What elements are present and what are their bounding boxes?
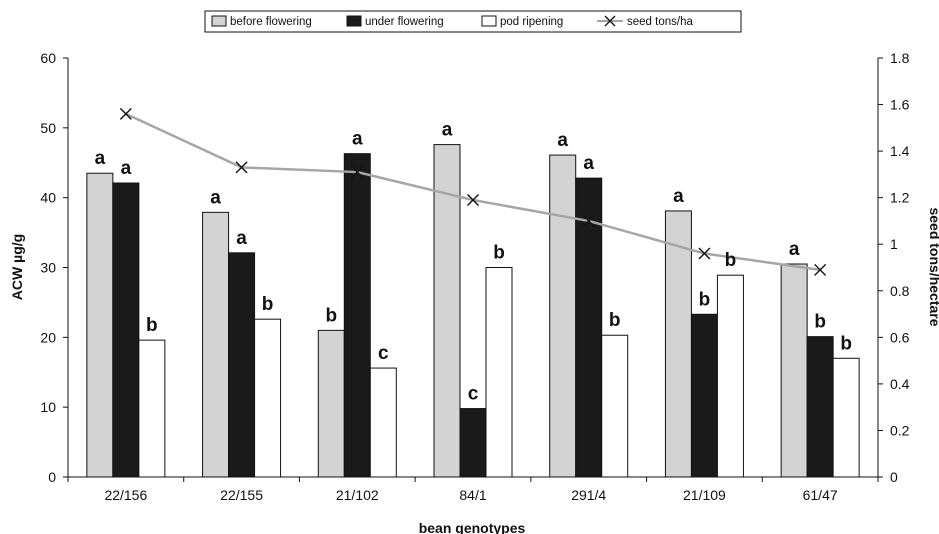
seed-marker-stroke	[119, 107, 132, 120]
y2-tick-label: 0.2	[890, 422, 910, 438]
seed-marker-stroke	[235, 161, 248, 174]
bar-under-flowering	[228, 252, 256, 478]
significance-label: b	[262, 294, 274, 315]
bar-pod-ripening	[485, 267, 513, 478]
y-tick-label: 30	[40, 260, 56, 276]
y2-tick-label: 0.4	[890, 376, 910, 392]
significance-label: a	[442, 120, 453, 141]
legend-label: pod ripening	[500, 16, 563, 28]
bar-under-flowering	[459, 408, 487, 478]
seed-line-path	[125, 112, 821, 272]
bar-pod-ripening	[832, 357, 860, 478]
y-tick-label: 10	[40, 399, 56, 415]
bar-under-flowering	[575, 177, 603, 478]
legend-swatch	[346, 15, 362, 27]
bar-pod-ripening	[601, 334, 629, 478]
significance-label: b	[725, 250, 737, 271]
seed-marker	[698, 247, 711, 260]
significance-label: b	[814, 312, 826, 333]
legend-box	[204, 10, 742, 33]
axes: 0 10 20 30 40 50 60 0 0.2 0.4 0.6 0.8 1 1.2 1.4 1.6 1.8 2…	[40, 50, 909, 503]
significance-label: a	[789, 239, 800, 260]
seed-marker	[351, 166, 364, 179]
x-axis-title: bean genotypes	[419, 520, 526, 534]
significance-label: c	[378, 343, 389, 364]
seed-marker	[582, 214, 595, 227]
bar-before-flowering	[664, 210, 692, 478]
bar-under-flowering	[806, 336, 834, 478]
significance-label: a	[95, 148, 106, 169]
significance-label: b	[609, 310, 621, 331]
seed-marker-stroke	[467, 193, 479, 206]
y2-axis-title: seed tons/hectare	[927, 207, 939, 326]
bar-before-flowering	[433, 144, 461, 478]
significance-label: b	[493, 243, 505, 264]
bars	[86, 144, 860, 478]
legend-label: seed tons/ha	[627, 16, 693, 28]
y-tick-label: 40	[40, 190, 56, 206]
y2-tick-label: 0	[890, 469, 898, 485]
seed-marker	[814, 263, 827, 276]
significance-label: a	[352, 129, 363, 150]
significance-label: a	[557, 130, 568, 151]
seed-marker-stroke	[351, 166, 364, 179]
legend-label: before flowering	[230, 16, 312, 28]
significance-label: a	[583, 153, 594, 174]
significance-label: a	[236, 228, 247, 249]
bar-before-flowering	[317, 329, 345, 478]
seed-marker-stroke	[582, 214, 595, 227]
x-tick-label: 61/47	[803, 487, 838, 503]
significance-label: b	[840, 333, 852, 354]
x-tick-label: 84/1	[459, 487, 486, 503]
legend-swatch	[211, 15, 227, 27]
bar-before-flowering	[780, 263, 808, 478]
legend-swatch	[481, 15, 497, 27]
y2-tick-label: 0.8	[890, 283, 910, 299]
bar-pod-ripening	[254, 318, 282, 478]
seed-marker	[467, 193, 479, 206]
legend-label: under flowering	[365, 16, 444, 28]
bar-under-flowering	[112, 182, 140, 478]
y2-tick-label: 1.2	[890, 190, 910, 206]
y-tick-label: 50	[40, 120, 56, 136]
seed-marker-stroke	[814, 263, 827, 276]
legend-marker	[604, 15, 616, 27]
bar-under-flowering	[343, 153, 371, 478]
legend: before flowering under flowering pod ripen…	[204, 10, 742, 33]
significance-label: b	[325, 305, 337, 326]
bar-pod-ripening	[369, 367, 397, 478]
y-axis-title: ACW µg/g	[9, 234, 25, 300]
x-tick-label: 22/156	[104, 487, 147, 503]
seed-marker-stroke	[698, 247, 711, 260]
x-tick-label: 21/109	[683, 487, 726, 503]
seed-line	[119, 107, 827, 276]
bar-before-flowering	[202, 211, 230, 478]
y-tick-label: 0	[48, 469, 56, 485]
y-tick-label: 20	[40, 329, 56, 345]
significance-label: b	[146, 315, 158, 336]
bar-pod-ripening	[138, 339, 166, 478]
y2-tick-label: 0.6	[890, 329, 910, 345]
bar-before-flowering	[86, 172, 114, 478]
y2-tick-label: 1.6	[890, 97, 910, 113]
significance-label: b	[699, 289, 711, 310]
y2-tick-label: 1.8	[890, 50, 910, 66]
significance-label: a	[121, 158, 132, 179]
x-tick-label: 22/155	[220, 487, 263, 503]
bar-pod-ripening	[716, 274, 744, 478]
bar-before-flowering	[549, 154, 577, 478]
seed-marker	[235, 161, 248, 174]
y2-tick-label: 1.4	[890, 143, 910, 159]
significance-label: a	[673, 186, 684, 207]
bar-under-flowering	[690, 313, 718, 478]
x-tick-label: 21/102	[336, 487, 379, 503]
x-tick-label: 291/4	[571, 487, 606, 503]
seed-marker	[119, 107, 132, 120]
significance-label: a	[210, 187, 221, 208]
y-tick-label: 60	[40, 50, 56, 66]
y2-tick-label: 1	[890, 236, 898, 252]
significance-label: c	[468, 384, 479, 405]
